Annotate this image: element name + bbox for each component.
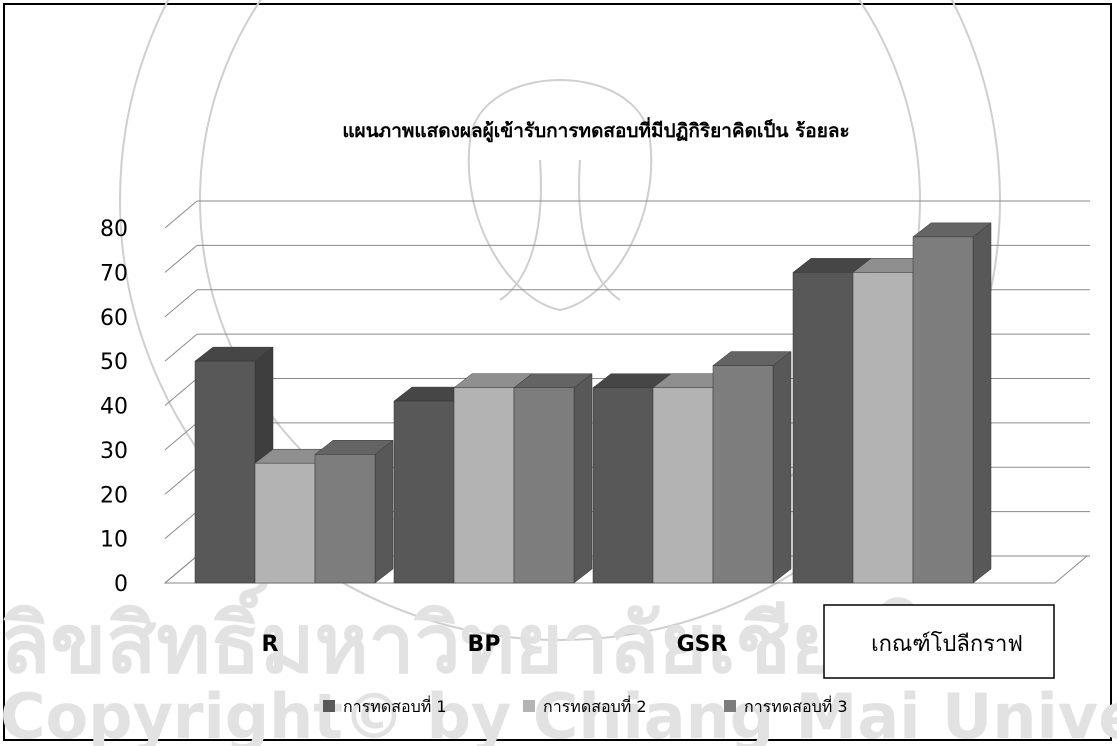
gridline-depth bbox=[164, 511, 198, 540]
bar-side bbox=[772, 351, 792, 584]
bar-front bbox=[912, 236, 974, 584]
bar-front bbox=[453, 387, 515, 584]
bar-front bbox=[314, 454, 376, 584]
bar-front bbox=[513, 387, 575, 584]
category-label: BP bbox=[468, 632, 501, 657]
legend-swatch bbox=[323, 700, 335, 712]
gridline-depth bbox=[164, 422, 198, 451]
bar-front bbox=[254, 462, 316, 584]
bar-side bbox=[972, 222, 992, 584]
seal-elephant-outline bbox=[467, 79, 653, 312]
bar-front bbox=[652, 387, 714, 584]
y-tick-label: 0 bbox=[114, 572, 128, 597]
bar-front bbox=[194, 360, 256, 584]
y-tick-label: 70 bbox=[100, 261, 128, 286]
y-tick-label: 80 bbox=[100, 217, 128, 242]
legend-swatch bbox=[523, 700, 535, 712]
chart-frame bbox=[3, 3, 1112, 741]
y-tick-label: 60 bbox=[100, 306, 128, 331]
y-tick-label: 10 bbox=[100, 528, 128, 553]
bar bbox=[712, 351, 792, 584]
y-tick-label: 30 bbox=[100, 439, 128, 464]
gridline-depth bbox=[164, 244, 198, 273]
bar-side bbox=[573, 373, 593, 584]
bar-front bbox=[852, 272, 914, 584]
y-axis-ticks: 0 10 20 30 40 50 60 70 80 bbox=[100, 217, 128, 597]
legend: การทดสอบที่ 1 การทดสอบที่ 2 การทดสอบที่ 3 bbox=[323, 695, 848, 716]
gridline-depth bbox=[164, 333, 198, 362]
seal-elephant-trunk bbox=[499, 159, 621, 301]
bar-side bbox=[374, 439, 394, 584]
bar-front bbox=[592, 387, 654, 584]
legend-label: การทดสอบที่ 3 bbox=[744, 695, 848, 716]
chart-title: แผนภาพแสดงผลผู้เข้ารับการทดสอบที่มีปฏิกิ… bbox=[342, 117, 849, 143]
watermark-line2: Copyright© by Chiang Mai University bbox=[0, 680, 1117, 746]
legend-label: การทดสอบที่ 2 bbox=[543, 695, 647, 716]
category-label: เกณฑ์โปลีกราฟ bbox=[871, 631, 1023, 657]
gridline-depth bbox=[164, 378, 198, 406]
x-axis-labels: R BP GSR เกณฑ์โปลีกราฟ bbox=[262, 604, 1055, 679]
y-tick-label: 50 bbox=[100, 350, 128, 375]
y-tick-label: 40 bbox=[100, 395, 128, 420]
bar-front bbox=[393, 400, 455, 584]
category-label: R bbox=[262, 632, 279, 657]
gridline-depth bbox=[164, 289, 198, 318]
gridline-depth bbox=[164, 466, 198, 495]
category-label: GSR bbox=[677, 632, 728, 657]
bar bbox=[314, 439, 394, 584]
y-tick-label: 20 bbox=[100, 483, 128, 508]
bars bbox=[194, 222, 992, 584]
bar bbox=[513, 373, 593, 584]
bar bbox=[912, 222, 992, 584]
legend-swatch bbox=[724, 700, 736, 712]
category-label-box bbox=[823, 604, 1055, 679]
bar-front bbox=[712, 365, 774, 584]
legend-label: การทดสอบที่ 1 bbox=[343, 695, 447, 716]
bar-front bbox=[792, 272, 854, 584]
gridline-depth bbox=[164, 200, 198, 229]
seal-outer-ring bbox=[119, 0, 1001, 641]
